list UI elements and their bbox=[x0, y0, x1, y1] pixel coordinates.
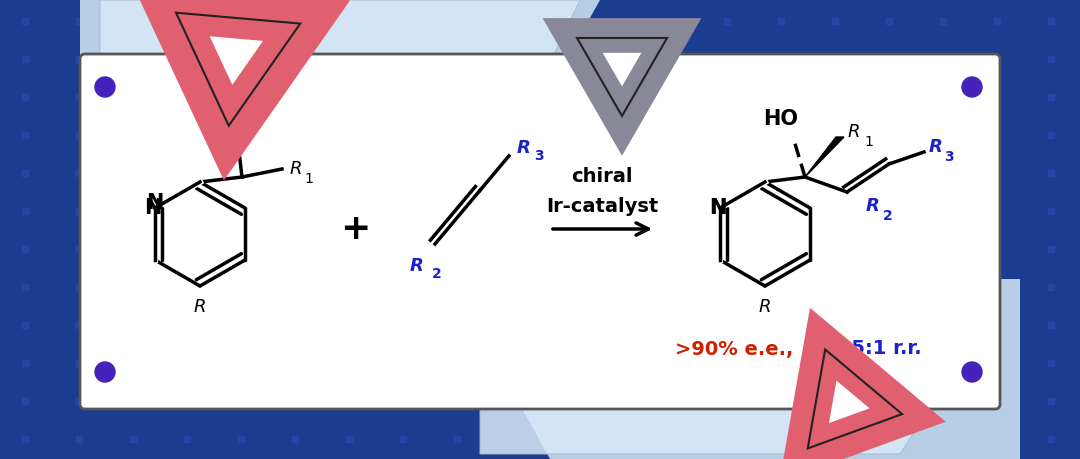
Circle shape bbox=[962, 77, 982, 97]
Text: R: R bbox=[866, 197, 880, 215]
Circle shape bbox=[962, 362, 982, 382]
Text: >90% e.e.,: >90% e.e., bbox=[675, 340, 800, 358]
Polygon shape bbox=[80, 0, 600, 179]
Text: R: R bbox=[759, 298, 771, 316]
Text: >5:1 r.r.: >5:1 r.r. bbox=[835, 340, 921, 358]
Text: N: N bbox=[710, 198, 727, 218]
Text: N: N bbox=[145, 198, 162, 218]
Text: 1: 1 bbox=[303, 172, 313, 186]
Text: 2: 2 bbox=[883, 209, 893, 223]
Text: 3: 3 bbox=[944, 150, 954, 164]
Text: R: R bbox=[410, 257, 424, 275]
Text: N: N bbox=[710, 198, 727, 218]
Polygon shape bbox=[805, 137, 843, 177]
Text: R: R bbox=[517, 139, 530, 157]
Polygon shape bbox=[603, 53, 642, 86]
Text: HO: HO bbox=[764, 109, 798, 129]
Text: Ir-catalyst: Ir-catalyst bbox=[545, 197, 658, 217]
Text: 1: 1 bbox=[864, 135, 873, 149]
Polygon shape bbox=[829, 381, 869, 423]
Text: +: + bbox=[340, 212, 370, 246]
Text: 3: 3 bbox=[534, 149, 543, 163]
Text: R: R bbox=[929, 138, 943, 156]
Circle shape bbox=[95, 362, 114, 382]
Circle shape bbox=[95, 77, 114, 97]
Text: chiral: chiral bbox=[571, 168, 633, 186]
Text: R: R bbox=[193, 298, 206, 316]
Polygon shape bbox=[480, 299, 1000, 454]
FancyBboxPatch shape bbox=[80, 54, 1000, 409]
Text: 2: 2 bbox=[432, 267, 442, 281]
Polygon shape bbox=[210, 36, 264, 85]
Polygon shape bbox=[100, 0, 580, 209]
Text: R: R bbox=[291, 160, 302, 178]
Text: N: N bbox=[146, 193, 164, 213]
Text: R: R bbox=[848, 123, 861, 141]
Text: OH: OH bbox=[219, 107, 255, 127]
Polygon shape bbox=[450, 279, 1020, 459]
